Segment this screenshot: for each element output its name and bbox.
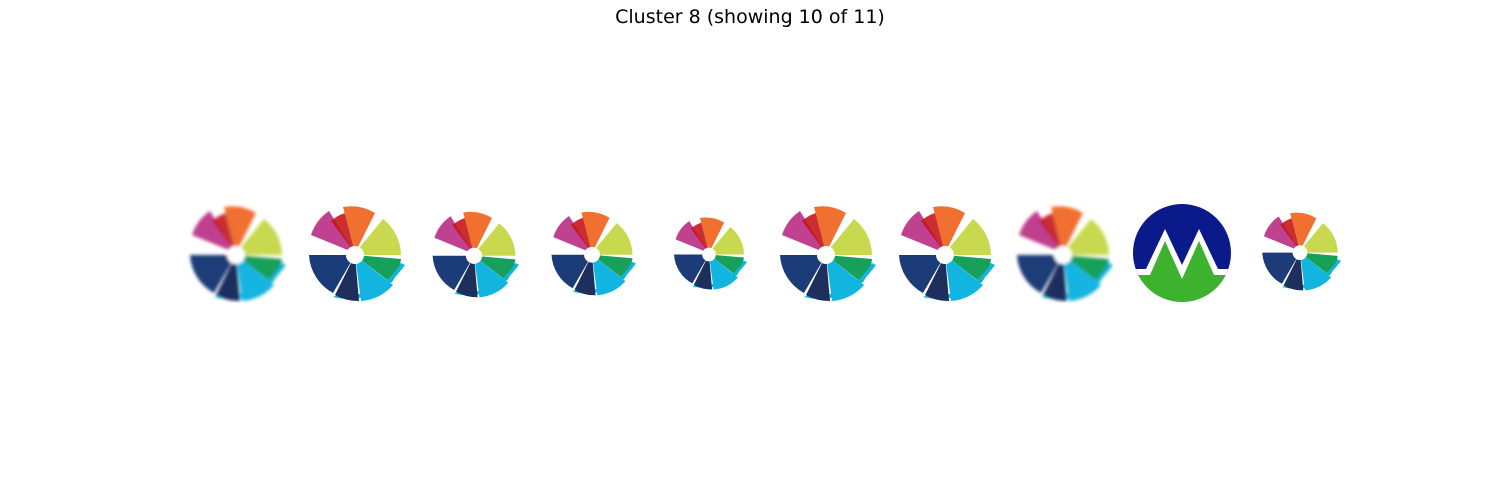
pinwheel-logo-icon <box>190 206 286 302</box>
thumbnail-1 <box>186 203 286 303</box>
pinwheel-logo-icon <box>432 211 519 298</box>
thumbnail-7 <box>895 203 995 303</box>
thumbnail-10 <box>1259 210 1341 292</box>
pinwheel-logo-icon <box>899 206 995 302</box>
m-mountain-logo-icon <box>1132 203 1232 303</box>
pinwheel-logo-icon <box>674 217 747 290</box>
figure-title: Cluster 8 (showing 10 of 11) <box>615 6 885 28</box>
thumbnail-4 <box>548 209 636 297</box>
pinwheel-logo-icon <box>309 206 405 302</box>
pinwheel-logo-icon <box>1017 206 1113 302</box>
pinwheel-logo-icon <box>1262 212 1341 291</box>
thumbnail-9 <box>1132 203 1232 303</box>
pinwheel-logo-icon <box>551 211 636 296</box>
pinwheel-logo-icon <box>780 206 876 302</box>
thumbnail-2 <box>305 203 405 303</box>
thumbnail-3 <box>429 209 519 299</box>
thumbnail-6 <box>776 203 876 303</box>
thumbnail-5 <box>671 215 747 291</box>
thumbnail-8 <box>1013 203 1113 303</box>
